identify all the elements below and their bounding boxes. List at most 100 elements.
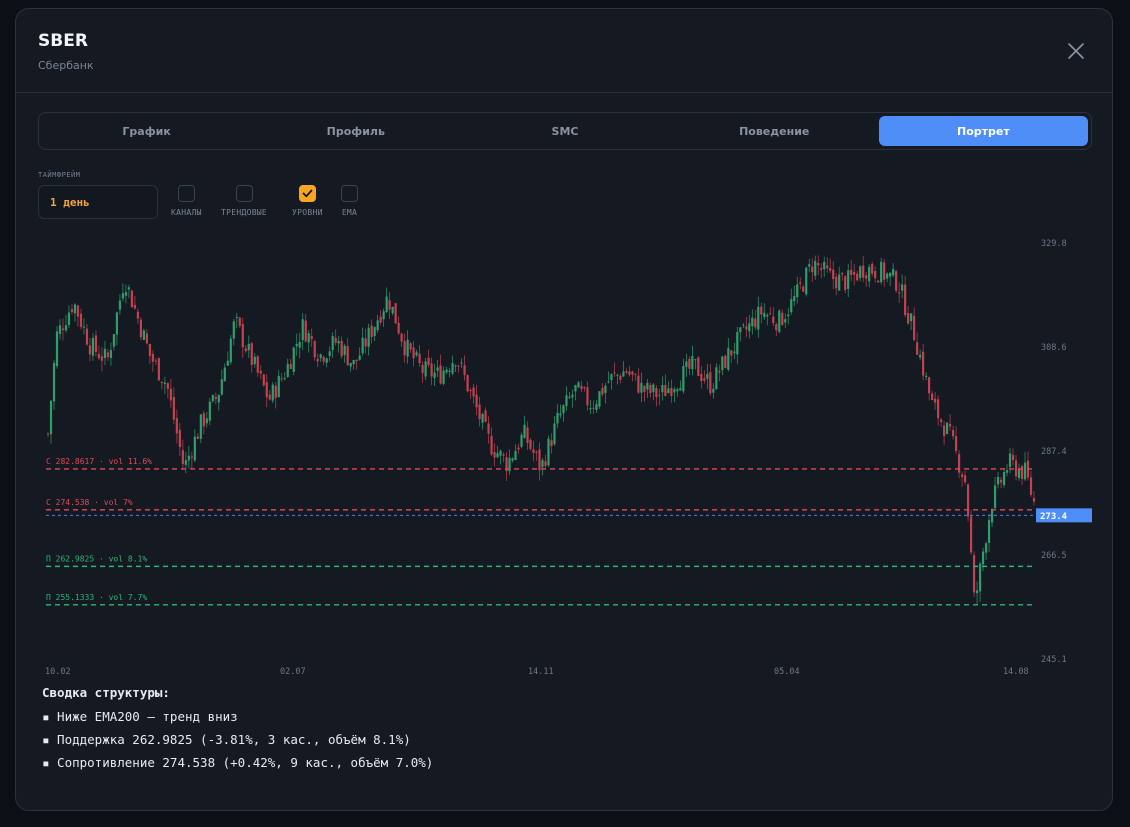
candle-body: [709, 372, 712, 394]
candle-body: [379, 316, 382, 323]
close-icon[interactable]: [1066, 41, 1086, 61]
candle-body: [466, 375, 469, 392]
candle-body: [298, 341, 301, 348]
candle-body: [442, 370, 445, 384]
candle-body: [307, 333, 310, 343]
channels-checkbox[interactable]: [177, 185, 195, 202]
candle-body: [94, 335, 98, 352]
candle-body: [100, 356, 104, 361]
candle-body: [715, 367, 718, 390]
candle-body: [541, 460, 544, 468]
candle-body: [931, 393, 934, 401]
candle-body: [586, 387, 589, 406]
candle-body: [445, 369, 448, 373]
candle-body: [316, 359, 319, 362]
candle-body: [652, 384, 655, 393]
candle-body: [895, 271, 898, 291]
trendlines-checkbox[interactable]: [235, 185, 253, 202]
candle-body: [424, 361, 427, 377]
levels-checkbox[interactable]: [298, 185, 316, 202]
option-trendlines[interactable]: ТРЕНДОВЫЕ: [221, 185, 267, 217]
candle-body: [232, 321, 235, 339]
candle-body: [220, 379, 223, 395]
candle-body: [241, 324, 244, 348]
candle-body: [808, 264, 811, 267]
candle-body: [868, 266, 871, 282]
candle-body: [577, 382, 580, 388]
tab-smc[interactable]: SMC: [551, 124, 579, 138]
candle-body: [781, 312, 784, 326]
candle-body: [939, 419, 943, 423]
option-channels[interactable]: КАНАЛЫ: [171, 185, 202, 217]
tab-portrait[interactable]: Портрет: [878, 116, 1089, 146]
candle-body: [916, 342, 919, 355]
candle-body: [358, 355, 361, 360]
candle-body: [538, 449, 541, 471]
candle-body: [733, 351, 736, 354]
candle-body: [826, 265, 829, 269]
candle-body: [520, 434, 523, 447]
candle-body: [1020, 466, 1024, 479]
candle-body: [682, 366, 685, 392]
candle-body: [265, 382, 268, 398]
option-ema[interactable]: EMA: [341, 185, 358, 217]
x-axis-tick-label: 14.11: [528, 667, 554, 677]
candle-body: [493, 451, 496, 458]
candle-body: [898, 292, 901, 294]
candle-body: [667, 388, 670, 393]
tab-bar: График Профиль SMC Поведение Портрет: [38, 112, 1092, 150]
candle-body: [925, 375, 928, 378]
candle-body: [913, 315, 916, 341]
tab-chart[interactable]: График: [122, 124, 171, 138]
candle-body: [655, 388, 658, 398]
ema-checkbox[interactable]: [341, 185, 358, 202]
candle-body: [370, 325, 373, 338]
candle-body: [954, 436, 958, 451]
candle-body: [859, 266, 862, 278]
candle-body: [472, 387, 475, 397]
candle-body: [787, 314, 790, 317]
candle-body: [760, 306, 763, 315]
candle-body: [724, 355, 727, 368]
candle-body: [547, 438, 550, 466]
checkmark-icon: [302, 189, 313, 198]
candle-body: [325, 358, 328, 363]
candle-body: [799, 282, 802, 284]
candle-body: [58, 325, 62, 335]
candle-body: [217, 394, 220, 403]
candle-body: [673, 389, 676, 393]
candle-body: [181, 450, 184, 465]
candle-body: [427, 357, 430, 365]
candle-body: [736, 332, 739, 355]
candle-body: [610, 374, 613, 381]
candle-body: [385, 296, 388, 313]
candle-body: [841, 272, 844, 275]
candle-body: [889, 272, 892, 277]
candle-body: [499, 450, 502, 456]
option-levels[interactable]: УРОВНИ: [292, 185, 323, 217]
tab-behavior[interactable]: Поведение: [739, 124, 810, 138]
candle-body: [454, 365, 457, 367]
candle-body: [169, 388, 172, 401]
candle-body: [811, 266, 814, 273]
candle-body: [175, 418, 178, 434]
candle-body: [196, 436, 199, 439]
candle-body: [322, 356, 325, 362]
candle-body: [478, 404, 481, 420]
candle-body: [367, 327, 370, 347]
candle-body: [727, 348, 730, 370]
ema-label: EMA: [341, 208, 358, 217]
timeframe-select[interactable]: 1 день: [38, 185, 158, 219]
support-level-label: П 262.9825 · vol 8.1%: [46, 554, 147, 563]
candle-body: [745, 326, 748, 330]
candle-body: [700, 374, 703, 382]
candle-body: [556, 412, 559, 424]
candle-body: [856, 273, 859, 281]
tab-profile[interactable]: Профиль: [326, 124, 385, 138]
candle-body: [208, 401, 211, 421]
price-chart[interactable]: С 282.8617 · vol 11.6% С 274.538 · vol 7%…: [16, 227, 1113, 677]
candle-body: [289, 363, 292, 370]
candle-body: [670, 387, 673, 396]
candle-body: [568, 396, 571, 398]
candle-body: [262, 374, 265, 386]
